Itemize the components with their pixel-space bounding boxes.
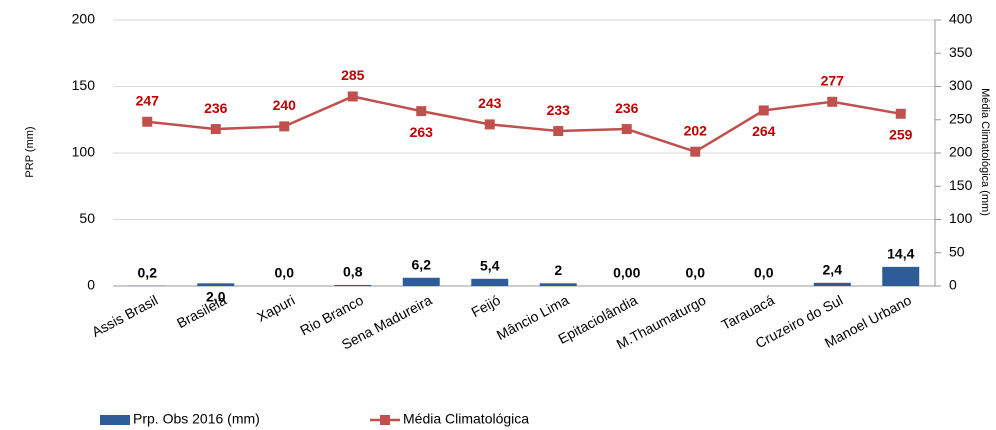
legend-label: Prp. Obs 2016 (mm) — [133, 411, 260, 427]
legend-swatch — [380, 415, 390, 425]
y2-tick-label: 250 — [949, 110, 973, 126]
y-tick-label: 200 — [72, 11, 96, 27]
bar-value-label: 0,0 — [686, 265, 706, 281]
line-marker — [827, 96, 838, 107]
line-marker — [210, 124, 221, 135]
y-tick-label: 100 — [72, 144, 96, 160]
y2-tick-label: 400 — [949, 11, 973, 27]
bar-value-label: 2 — [554, 262, 562, 278]
y2-tick-label: 150 — [949, 177, 973, 193]
y2-tick-label: 100 — [949, 210, 973, 226]
line-value-label: 277 — [821, 72, 845, 88]
x-tick-label: Tarauacá — [719, 292, 778, 333]
x-tick-label: Feijó — [469, 292, 503, 320]
y2-axis-label: Média Climatológica (mm) — [979, 88, 991, 216]
y2-tick-label: 50 — [949, 243, 965, 259]
line-marker — [553, 126, 564, 137]
bar-value-label: 14,4 — [887, 246, 914, 262]
bar-value-label: 0,00 — [613, 265, 640, 281]
line-value-label: 240 — [273, 97, 297, 113]
line-marker — [758, 105, 769, 116]
line-marker — [621, 124, 632, 135]
y-tick-label: 0 — [87, 277, 95, 293]
bar — [402, 277, 440, 286]
line-value-label: 202 — [684, 122, 708, 138]
bar — [197, 283, 235, 286]
line-value-label: 243 — [478, 95, 502, 111]
line-value-label: 247 — [136, 92, 160, 108]
bar — [334, 284, 372, 286]
line-marker — [347, 91, 358, 102]
line-value-label: 285 — [341, 67, 365, 83]
line — [147, 95, 901, 154]
x-tick-label: Assis Brasil — [89, 292, 160, 340]
line-value-label: 236 — [615, 100, 639, 116]
bar — [539, 283, 577, 286]
bar — [813, 282, 851, 286]
y2-tick-label: 350 — [949, 44, 973, 60]
bar-value-label: 2,4 — [823, 262, 843, 278]
line-marker — [416, 106, 427, 117]
line-marker — [279, 121, 290, 132]
y-tick-label: 50 — [79, 210, 95, 226]
line-value-label: 264 — [752, 123, 776, 139]
y2-tick-label: 0 — [949, 277, 957, 293]
bar-value-label: 0,8 — [343, 264, 363, 280]
line-value-label: 259 — [889, 126, 913, 142]
bar — [882, 266, 920, 286]
line-value-label: 236 — [204, 100, 228, 116]
bar-value-label: 5,4 — [480, 258, 500, 274]
y-tick-label: 150 — [72, 77, 96, 93]
line-value-label: 233 — [547, 102, 571, 118]
bar-value-label: 6,2 — [412, 256, 432, 272]
bar-value-label: 0,2 — [138, 264, 158, 280]
bar-value-label: 0,0 — [275, 265, 295, 281]
legend-label: Média Climatológica — [403, 411, 529, 427]
x-tick-label: Xapuri — [254, 292, 297, 325]
y2-tick-label: 200 — [949, 144, 973, 160]
line-marker — [690, 146, 701, 157]
line-marker — [484, 119, 495, 130]
line-marker — [142, 116, 153, 127]
y2-tick-label: 300 — [949, 77, 973, 93]
bar-value-label: 2,0 — [206, 289, 226, 305]
line-value-label: 263 — [410, 124, 434, 140]
legend-swatch — [100, 415, 130, 425]
bar — [471, 278, 509, 286]
line-marker — [895, 108, 906, 119]
bar-value-label: 0,0 — [754, 265, 774, 281]
y-axis-label: PRP (mm) — [24, 126, 36, 177]
